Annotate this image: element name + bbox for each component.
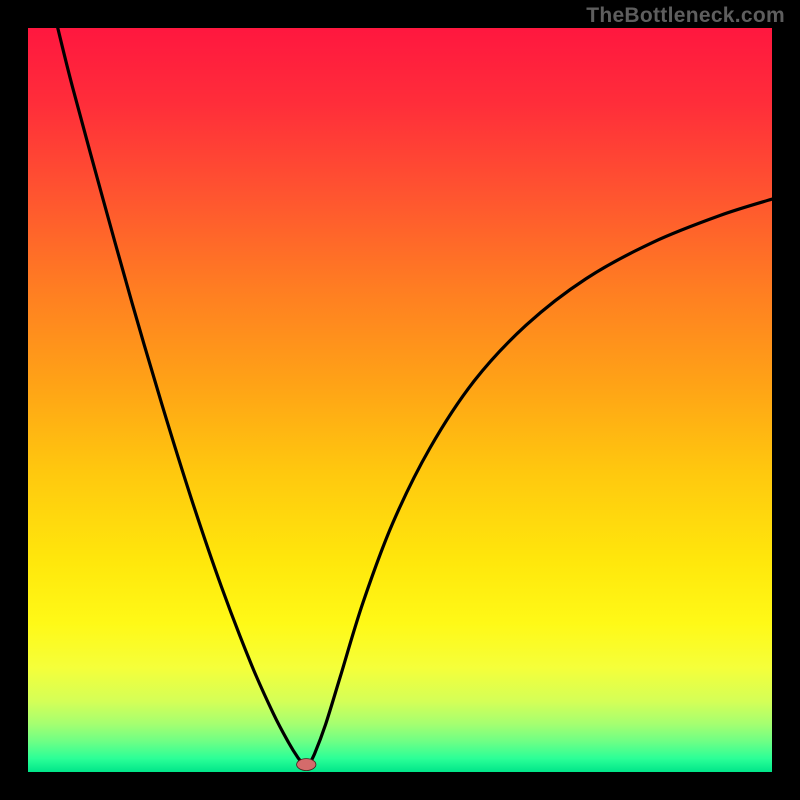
chart-container: TheBottleneck.com <box>0 0 800 800</box>
minimum-marker <box>297 759 316 771</box>
plot-area <box>28 28 772 772</box>
watermark-text: TheBottleneck.com <box>586 4 785 28</box>
gradient-background <box>28 28 772 772</box>
chart-svg <box>28 28 772 772</box>
